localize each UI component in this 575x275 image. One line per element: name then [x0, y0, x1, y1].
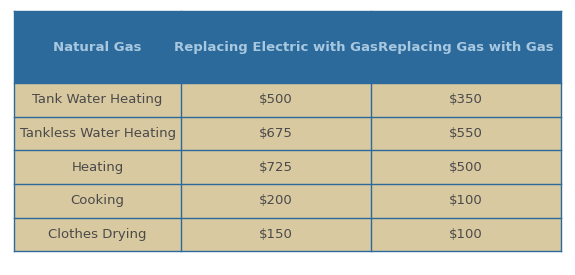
Bar	[14, 83, 181, 117]
Text: Tank Water Heating: Tank Water Heating	[33, 94, 163, 106]
Bar	[181, 150, 371, 184]
Text: Replacing Gas with Gas: Replacing Gas with Gas	[378, 40, 554, 54]
Bar	[14, 218, 181, 251]
Text: Replacing Electric with Gas: Replacing Electric with Gas	[174, 40, 378, 54]
Bar	[371, 11, 561, 83]
Text: $675: $675	[259, 127, 293, 140]
Text: Tankless Water Heating: Tankless Water Heating	[20, 127, 176, 140]
Text: Natural Gas: Natural Gas	[53, 40, 142, 54]
Bar	[371, 150, 561, 184]
Text: $100: $100	[449, 194, 483, 207]
Text: Heating: Heating	[71, 161, 124, 174]
Bar	[371, 218, 561, 251]
Text: $150: $150	[259, 228, 293, 241]
Text: $500: $500	[259, 94, 293, 106]
Bar	[181, 218, 371, 251]
Bar	[371, 184, 561, 218]
Text: Clothes Drying: Clothes Drying	[48, 228, 147, 241]
Text: $100: $100	[449, 228, 483, 241]
Bar	[14, 150, 181, 184]
Bar	[371, 83, 561, 117]
Bar	[14, 117, 181, 150]
Text: $725: $725	[259, 161, 293, 174]
Text: $200: $200	[259, 194, 293, 207]
Bar	[14, 11, 181, 83]
Bar	[371, 117, 561, 150]
Bar	[181, 184, 371, 218]
Text: $500: $500	[449, 161, 483, 174]
Text: Cooking: Cooking	[71, 194, 125, 207]
Text: $350: $350	[449, 94, 483, 106]
Bar	[181, 117, 371, 150]
Bar	[181, 83, 371, 117]
Bar	[181, 11, 371, 83]
Text: $550: $550	[449, 127, 483, 140]
Bar	[14, 184, 181, 218]
